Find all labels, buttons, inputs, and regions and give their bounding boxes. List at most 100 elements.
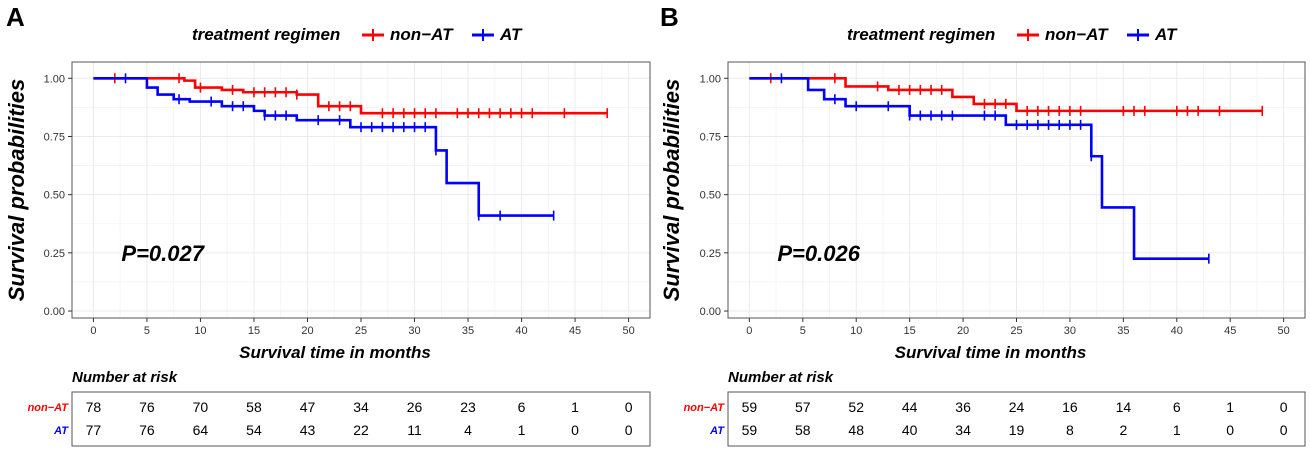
x-tick-label: 10 <box>850 325 862 337</box>
x-tick-label: 20 <box>957 325 969 337</box>
risk-count: 26 <box>407 399 423 415</box>
risk-count: 4 <box>464 422 472 438</box>
y-tick-label: 1.00 <box>44 73 65 85</box>
risk-count: 76 <box>139 422 155 438</box>
x-axis-title: Survival time in months <box>239 343 431 362</box>
risk-count: 58 <box>246 399 262 415</box>
legend-label: non−AT <box>1045 25 1109 44</box>
x-tick-label: 45 <box>1224 325 1236 337</box>
x-tick-label: 25 <box>355 325 367 337</box>
risk-group-label: non−AT <box>28 402 70 414</box>
legend-title: treatment regimen <box>847 25 995 44</box>
panel-letter: B <box>660 2 679 32</box>
risk-count: 34 <box>955 422 971 438</box>
x-tick-label: 0 <box>746 325 752 337</box>
risk-count: 23 <box>460 399 476 415</box>
risk-count: 22 <box>353 422 369 438</box>
x-tick-label: 15 <box>248 325 260 337</box>
risk-count: 54 <box>246 422 262 438</box>
risk-count: 24 <box>1009 399 1025 415</box>
km-curve <box>93 76 554 217</box>
y-axis-title: Survival probabilities <box>4 79 29 302</box>
y-axis-title: Survival probabilities <box>659 79 684 302</box>
risk-count: 59 <box>742 422 758 438</box>
grid <box>72 62 650 318</box>
risk-count: 11 <box>407 422 422 438</box>
risk-count: 0 <box>625 399 633 415</box>
risk-table-frame <box>727 391 1306 447</box>
x-tick-label: 50 <box>1278 325 1290 337</box>
y-tick-label: 1.00 <box>700 73 721 85</box>
risk-count: 1 <box>571 399 579 415</box>
x-tick-label: 25 <box>1010 325 1022 337</box>
y-tick-label: 0.00 <box>44 306 65 318</box>
risk-count: 1 <box>518 422 526 438</box>
x-tick-label: 35 <box>462 325 474 337</box>
p-value: P=0.027 <box>121 241 205 266</box>
risk-count: 36 <box>955 399 971 415</box>
x-tick-label: 30 <box>408 325 420 337</box>
legend-label: AT <box>499 25 523 44</box>
risk-count: 48 <box>848 422 864 438</box>
panel-letter: A <box>6 2 25 32</box>
risk-count: 2 <box>1119 422 1127 438</box>
risk-count: 0 <box>571 422 579 438</box>
x-tick-label: 10 <box>194 325 206 337</box>
risk-count: 77 <box>86 422 102 438</box>
risk-count: 44 <box>902 399 918 415</box>
x-tick-label: 40 <box>1171 325 1183 337</box>
risk-count: 19 <box>1009 422 1025 438</box>
risk-count: 1 <box>1226 399 1234 415</box>
grid <box>728 62 1305 318</box>
risk-table-title: Number at risk <box>72 369 178 386</box>
km-curve <box>749 76 1209 260</box>
risk-group-label: AT <box>709 425 725 437</box>
risk-count: 78 <box>86 399 102 415</box>
legend-title: treatment regimen <box>192 25 340 44</box>
risk-count: 0 <box>1280 399 1288 415</box>
risk-count: 58 <box>795 422 811 438</box>
km-curve <box>749 76 1263 113</box>
legend: treatment regimen non−AT AT <box>192 25 523 44</box>
risk-count: 70 <box>193 399 209 415</box>
x-tick-label: 40 <box>515 325 527 337</box>
risk-count: 0 <box>1226 422 1234 438</box>
x-tick-label: 50 <box>622 325 634 337</box>
y-tick-label: 0.25 <box>700 248 721 260</box>
y-tick-label: 0.50 <box>44 190 65 202</box>
risk-count: 0 <box>625 422 633 438</box>
risk-count: 14 <box>1116 399 1132 415</box>
x-tick-label: 5 <box>144 325 150 337</box>
risk-group-label: non−AT <box>684 402 726 414</box>
x-tick-label: 5 <box>800 325 806 337</box>
risk-table-frame <box>71 391 651 447</box>
risk-count: 43 <box>300 422 316 438</box>
x-tick-label: 35 <box>1117 325 1129 337</box>
x-axis-title: Survival time in months <box>895 343 1087 362</box>
risk-count: 64 <box>193 422 209 438</box>
legend-label: AT <box>1154 25 1178 44</box>
legend-label: non−AT <box>390 25 454 44</box>
legend: treatment regimen non−AT AT <box>847 25 1178 44</box>
risk-count: 0 <box>1280 422 1288 438</box>
risk-count: 57 <box>795 399 811 415</box>
y-tick-label: 0.50 <box>700 190 721 202</box>
x-tick-label: 45 <box>569 325 581 337</box>
y-tick-label: 0.00 <box>700 306 721 318</box>
risk-count: 1 <box>1173 422 1181 438</box>
x-tick-label: 30 <box>1064 325 1076 337</box>
risk-count: 6 <box>1173 399 1181 415</box>
risk-count: 76 <box>139 399 155 415</box>
risk-count: 34 <box>353 399 369 415</box>
risk-count: 52 <box>848 399 864 415</box>
x-tick-label: 0 <box>90 325 96 337</box>
risk-table-title: Number at risk <box>728 369 834 386</box>
risk-group-label: AT <box>53 425 69 437</box>
risk-count: 6 <box>518 399 526 415</box>
p-value: P=0.026 <box>777 241 860 266</box>
risk-count: 47 <box>300 399 316 415</box>
x-tick-label: 15 <box>904 325 916 337</box>
